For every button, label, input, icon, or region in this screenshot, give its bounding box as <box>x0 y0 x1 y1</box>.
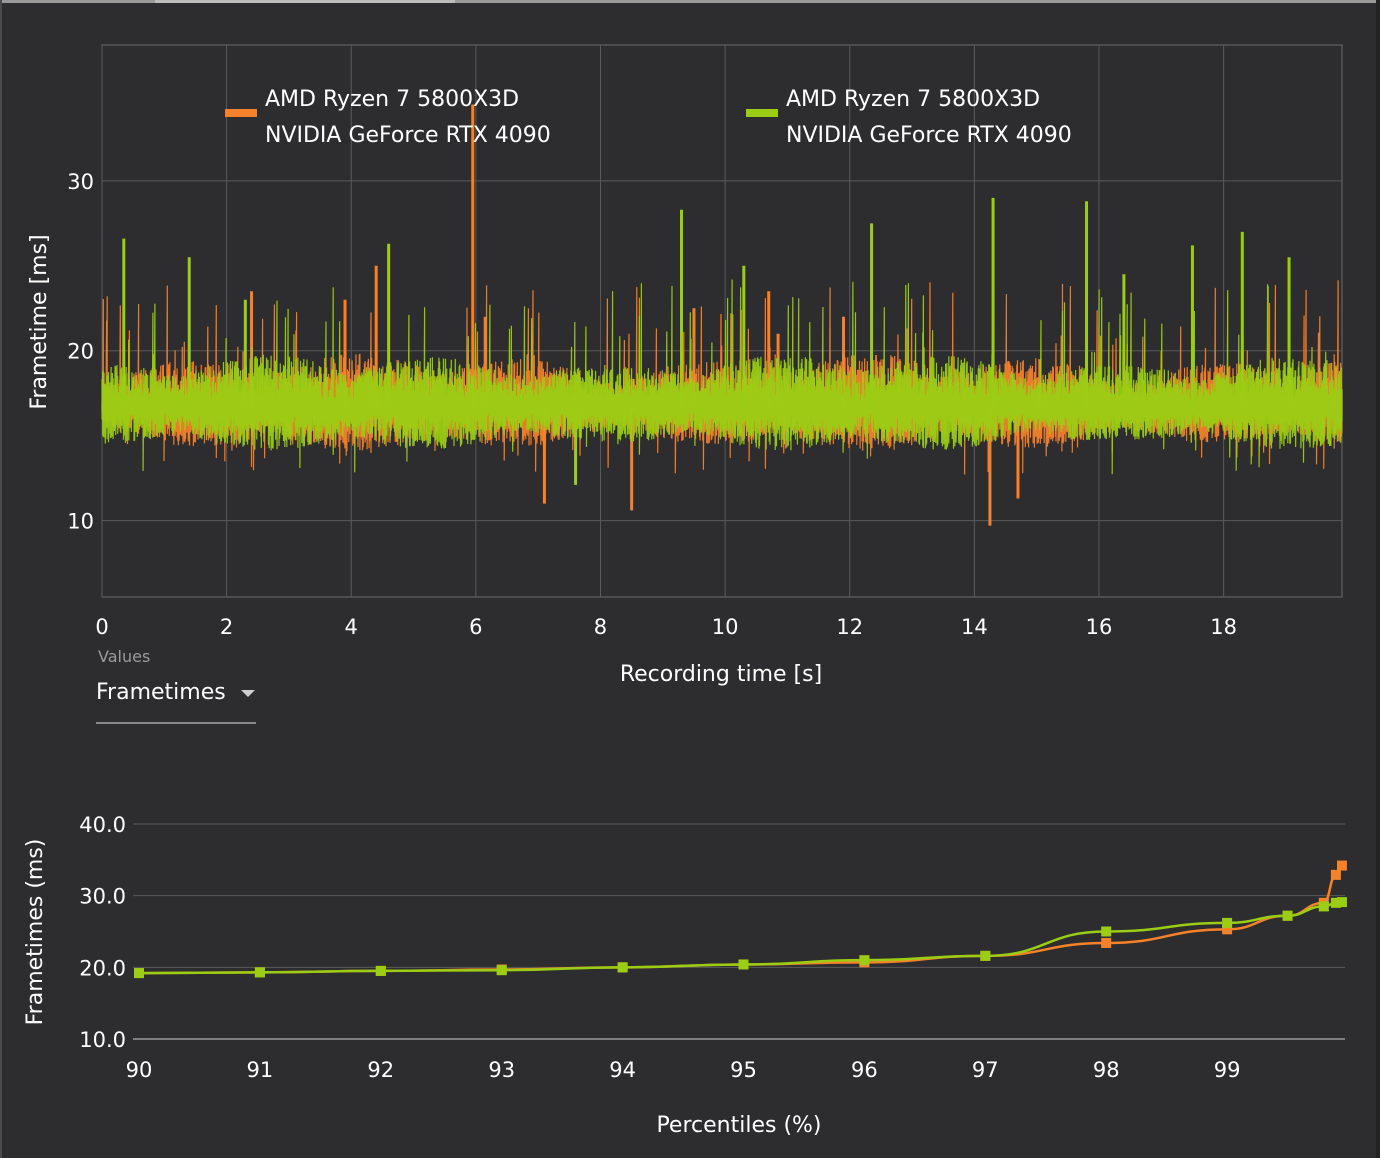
percentile-x-tick: 96 <box>851 1058 878 1082</box>
values-caption: Values <box>98 647 151 666</box>
percentile-point-green <box>1336 897 1347 908</box>
percentile-x-axis-title: Percentiles (%) <box>656 1113 821 1138</box>
frametime-y-tick: 10 <box>67 510 94 534</box>
values-dropdown[interactable]: Frametimes <box>96 676 256 724</box>
percentile-x-tick: 91 <box>247 1058 274 1082</box>
percentile-point-green <box>980 950 991 961</box>
percentile-point-green <box>1101 926 1112 937</box>
percentile-point-orange <box>1101 937 1112 948</box>
frametime-x-tick: 8 <box>594 615 607 639</box>
legend-green-line1: AMD Ryzen 7 5800X3D <box>786 87 1040 112</box>
frametime-x-tick: 2 <box>220 615 233 639</box>
frametime-x-tick: 18 <box>1210 615 1237 639</box>
frametime-x-tick: 16 <box>1086 615 1113 639</box>
frametime-y-tick: 20 <box>67 340 94 364</box>
legend-swatch-orange <box>225 109 257 117</box>
left-border <box>0 0 2 1158</box>
frametime-x-tick: 4 <box>345 615 358 639</box>
right-border <box>1376 0 1380 1158</box>
frametime-x-tick: 12 <box>836 615 863 639</box>
percentile-point-orange <box>1222 924 1233 935</box>
percentile-x-tick: 90 <box>126 1058 153 1082</box>
frametime-chart: 0 2 4 6 8 10 12 14 16 18 10 20 30 AMD Ryzen 7 5800X3… <box>27 44 1343 687</box>
percentile-x-tick: 98 <box>1093 1058 1120 1082</box>
percentile-point-green <box>375 965 386 976</box>
percentile-x-tick: 95 <box>730 1058 757 1082</box>
percentile-point-green <box>254 967 265 978</box>
frametime-x-tick: 10 <box>712 615 739 639</box>
legend-orange-line2: NVIDIA GeForce RTX 4090 <box>265 123 551 148</box>
percentile-point-orange <box>1330 869 1341 880</box>
percentile-point-green <box>134 968 144 979</box>
frametime-ticks: 0 2 4 6 8 10 12 14 16 18 10 20 30 <box>67 170 1237 639</box>
frametime-x-tick: 6 <box>469 615 482 639</box>
frametime-series <box>101 104 1343 526</box>
percentile-line-orange <box>138 864 1343 975</box>
percentile-ticks: 10.0 20.0 30.0 40.0 90 91 92 93 94 95 96 97 98 99 <box>79 813 1240 1082</box>
percentile-point-green <box>1282 910 1293 921</box>
percentile-y-tick: 10.0 <box>79 1028 126 1052</box>
frametime-x-tick: 14 <box>961 615 988 639</box>
percentile-y-axis-title: Frametimes (ms) <box>23 839 48 1026</box>
legend-swatch-green <box>746 109 778 117</box>
top-tab-strip <box>0 0 1380 3</box>
percentile-point-green <box>1318 901 1329 912</box>
legend-green-line2: NVIDIA GeForce RTX 4090 <box>786 123 1072 148</box>
frametime-y-tick: 30 <box>67 170 94 194</box>
percentile-point-green <box>496 965 507 976</box>
percentile-x-tick: 97 <box>972 1058 999 1082</box>
percentile-y-tick: 30.0 <box>79 885 126 909</box>
percentile-x-tick: 93 <box>488 1058 515 1082</box>
frametime-x-axis-title: Recording time [s] <box>620 662 822 687</box>
legend-orange-line1: AMD Ryzen 7 5800X3D <box>265 87 519 112</box>
frametime-x-tick: 0 <box>95 615 108 639</box>
active-tab-indicator[interactable] <box>155 0 455 3</box>
chevron-down-icon <box>241 690 255 697</box>
percentile-point-green <box>617 962 628 973</box>
percentile-y-tick: 40.0 <box>79 813 126 837</box>
percentile-chart: 10.0 20.0 30.0 40.0 90 91 92 93 94 95 96 97 98 99 Fra… <box>23 813 1347 1138</box>
percentile-y-tick: 20.0 <box>79 956 126 980</box>
percentile-point-green <box>1330 897 1341 908</box>
percentile-point-green <box>1222 917 1233 928</box>
percentile-point-green <box>738 959 749 970</box>
percentile-x-tick: 92 <box>367 1058 394 1082</box>
percentile-point-green <box>859 955 870 966</box>
values-dropdown-value: Frametimes <box>96 680 226 705</box>
percentile-x-tick: 94 <box>609 1058 636 1082</box>
percentile-x-tick: 99 <box>1214 1058 1241 1082</box>
percentile-grid <box>133 823 1345 1040</box>
percentile-series <box>134 860 1347 979</box>
frametime-legend: AMD Ryzen 7 5800X3D NVIDIA GeForce RTX 4… <box>225 87 1072 148</box>
percentile-point-orange <box>1336 860 1347 871</box>
frametime-trace-green <box>101 279 1343 475</box>
frametime-y-axis-title: Frametime [ms] <box>27 234 52 409</box>
